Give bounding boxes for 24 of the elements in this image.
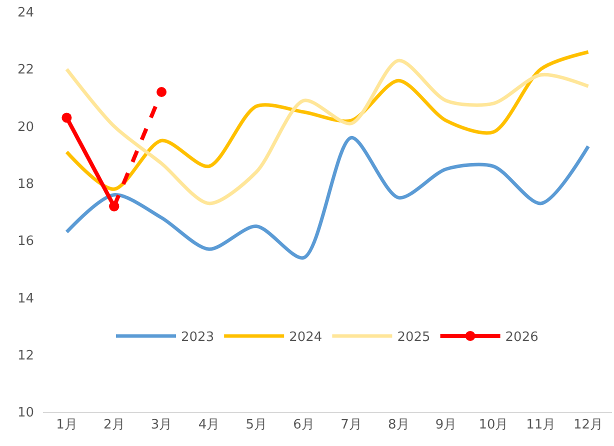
y-tick-label: 18	[17, 176, 34, 192]
legend-label: 2025	[397, 330, 430, 346]
x-tick-label: 5月	[246, 418, 268, 433]
legend-label: 2023	[181, 330, 214, 346]
y-tick-label: 20	[17, 120, 34, 135]
x-tick-label: 12月	[574, 418, 604, 433]
y-tick-label: 16	[17, 234, 34, 250]
x-tick-label: 11月	[526, 418, 556, 433]
legend-label: 2024	[289, 330, 322, 346]
x-tick-label: 4月	[198, 418, 220, 433]
x-tick-label: 6月	[293, 418, 314, 433]
y-tick-label: 22	[17, 62, 34, 78]
legend-label: 2026	[505, 330, 538, 346]
x-tick-label: 9月	[435, 418, 457, 433]
y-tick-label: 10	[17, 406, 34, 421]
x-tick-label: 8月	[388, 418, 410, 433]
x-tick-label: 1月	[56, 418, 78, 433]
x-tick-label: 7月	[340, 418, 362, 433]
x-tick-label: 2月	[103, 418, 125, 433]
y-tick-label: 24	[17, 6, 34, 21]
x-tick-label: 10月	[478, 418, 508, 433]
x-tick-label: 3月	[150, 418, 172, 433]
y-tick-label: 14	[17, 291, 34, 306]
y-tick-label: 12	[17, 348, 34, 364]
